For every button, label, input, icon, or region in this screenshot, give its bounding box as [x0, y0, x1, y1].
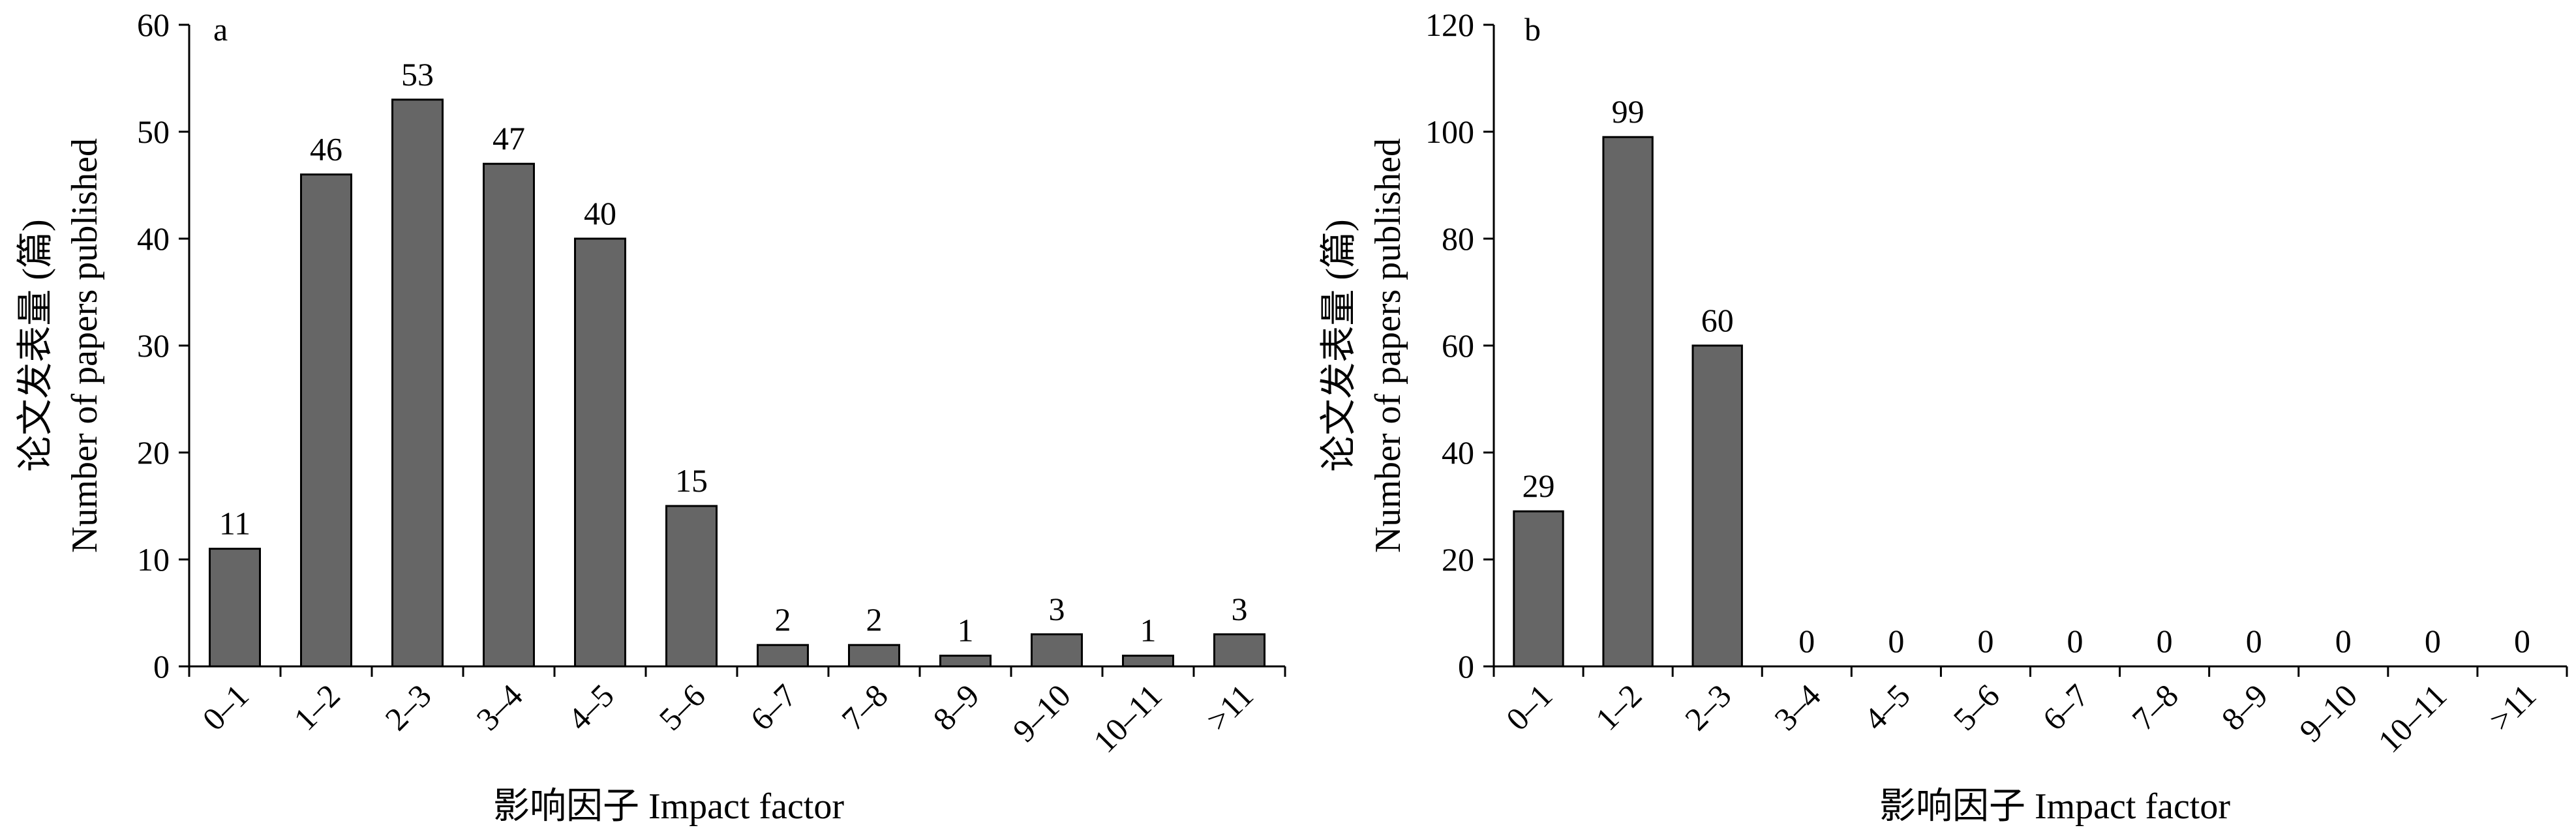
- panel-b-chart: 29 99 60 0 0 0 0 0 0 0 0 0 0 20 40 60 80 100 120 0–1 1–2 2–3 3…: [1319, 7, 2568, 827]
- y-tick-label-b-1: 20: [1442, 541, 1474, 578]
- data-label-a-11: 3: [1232, 591, 1248, 627]
- y-tick-label-a-6: 60: [137, 7, 170, 43]
- data-label-b-2: 60: [1701, 302, 1734, 338]
- x-tick-label-a-6: 6–7: [743, 677, 804, 737]
- data-label-a-0: 11: [219, 505, 250, 542]
- x-axis-title-a: 影响因子 Impact factor: [493, 786, 844, 827]
- y-tick-label-a-3: 30: [137, 327, 170, 364]
- x-tick-label-b-6: 6–7: [2035, 677, 2096, 737]
- data-label-a-5: 15: [675, 462, 708, 499]
- x-tick-label-a-11: >11: [1199, 677, 1260, 738]
- y-tick-label-b-0: 0: [1458, 648, 1474, 685]
- data-label-b-3: 0: [1798, 623, 1815, 659]
- x-tick-label-a-1: 1–2: [286, 677, 347, 737]
- bar-a-7: [848, 644, 900, 668]
- data-label-b-1: 99: [1612, 93, 1644, 130]
- bar-b-0: [1513, 510, 1564, 668]
- x-tick-label-b-3: 3–4: [1767, 677, 1828, 737]
- data-label-b-10: 0: [2425, 623, 2441, 659]
- y-axis-title-en-b: Number of papers published: [1368, 138, 1408, 553]
- y-tick-label-b-2: 40: [1442, 434, 1474, 471]
- x-tick-label-a-10: 10–11: [1086, 677, 1169, 760]
- panel-letter-b: b: [1524, 11, 1541, 48]
- y-axis-title-cn-a: 论文发表量 (篇): [16, 219, 56, 471]
- x-tick-label-b-11: >11: [2482, 677, 2543, 738]
- y-tick-label-b-5: 100: [1425, 113, 1474, 150]
- bar-a-9: [1031, 633, 1083, 668]
- x-tick-label-b-5: 5–6: [1946, 677, 2007, 737]
- bar-b-2: [1691, 344, 1743, 668]
- x-tick-label-a-4: 4–5: [560, 677, 621, 737]
- x-tick-label-b-7: 7–8: [2125, 677, 2185, 737]
- x-tick-label-a-7: 7–8: [834, 677, 895, 737]
- y-tick-label-a-2: 20: [137, 434, 170, 471]
- y-tick-label-a-1: 10: [137, 541, 170, 578]
- data-label-b-9: 0: [2335, 623, 2352, 659]
- x-axis-title-b: 影响因子 Impact factor: [1879, 786, 2230, 827]
- data-label-b-4: 0: [1888, 623, 1904, 659]
- data-label-b-6: 0: [2067, 623, 2084, 659]
- data-label-b-0: 29: [1523, 468, 1555, 504]
- x-tick-label-b-8: 8–9: [2214, 677, 2275, 737]
- x-tick-label-b-9: 9–10: [2292, 677, 2364, 749]
- bar-a-3: [483, 162, 535, 668]
- y-axis-title-cn-b: 论文发表量 (篇): [1319, 219, 1359, 471]
- y-tick-label-a-5: 50: [137, 113, 170, 150]
- data-label-a-4: 40: [584, 195, 616, 231]
- x-tick-label-a-5: 5–6: [652, 677, 712, 737]
- y-axis-title-en-a: Number of papers published: [65, 138, 105, 553]
- x-tick-label-a-2: 2–3: [378, 677, 438, 737]
- x-tick-label-b-10: 10–11: [2371, 677, 2454, 760]
- data-label-b-5: 0: [1978, 623, 1994, 659]
- bar-a-11: [1213, 633, 1265, 668]
- y-tick-label-a-0: 0: [153, 648, 170, 685]
- bar-a-5: [665, 505, 718, 668]
- data-label-a-10: 1: [1140, 612, 1157, 649]
- x-tick-label-b-4: 4–5: [1856, 677, 1917, 737]
- x-tick-label-b-0: 0–1: [1499, 677, 1560, 737]
- data-label-a-8: 1: [958, 612, 974, 649]
- data-label-a-2: 53: [401, 56, 434, 93]
- data-label-b-11: 0: [2514, 623, 2530, 659]
- y-tick-label-b-4: 80: [1442, 220, 1474, 257]
- x-tick-label-a-9: 9–10: [1006, 677, 1078, 749]
- bar-a-1: [300, 173, 352, 668]
- data-label-a-3: 47: [492, 120, 525, 156]
- x-tick-label-b-2: 2–3: [1678, 677, 1738, 737]
- bar-b-1: [1602, 136, 1654, 668]
- x-tick-label-a-8: 8–9: [926, 677, 986, 737]
- y-tick-label-b-3: 60: [1442, 327, 1474, 364]
- y-tick-label-a-4: 40: [137, 220, 170, 257]
- bar-a-10: [1122, 655, 1174, 668]
- data-label-b-7: 0: [2157, 623, 2173, 659]
- data-label-b-8: 0: [2246, 623, 2262, 659]
- bar-a-4: [574, 237, 626, 668]
- x-tick-label-a-3: 3–4: [469, 677, 530, 737]
- data-label-a-1: 46: [310, 131, 342, 168]
- y-tick-label-b-6: 120: [1425, 7, 1474, 43]
- x-tick-label-a-0: 0–1: [195, 677, 256, 737]
- bar-a-8: [939, 655, 992, 668]
- data-label-a-6: 2: [775, 601, 791, 638]
- x-tick-label-b-1: 1–2: [1588, 677, 1649, 737]
- data-label-a-7: 2: [866, 601, 883, 638]
- panel-letter-a: a: [213, 11, 228, 48]
- bar-a-0: [209, 548, 261, 668]
- bar-a-2: [391, 98, 444, 668]
- data-label-a-9: 3: [1049, 591, 1065, 627]
- bar-a-6: [757, 644, 809, 668]
